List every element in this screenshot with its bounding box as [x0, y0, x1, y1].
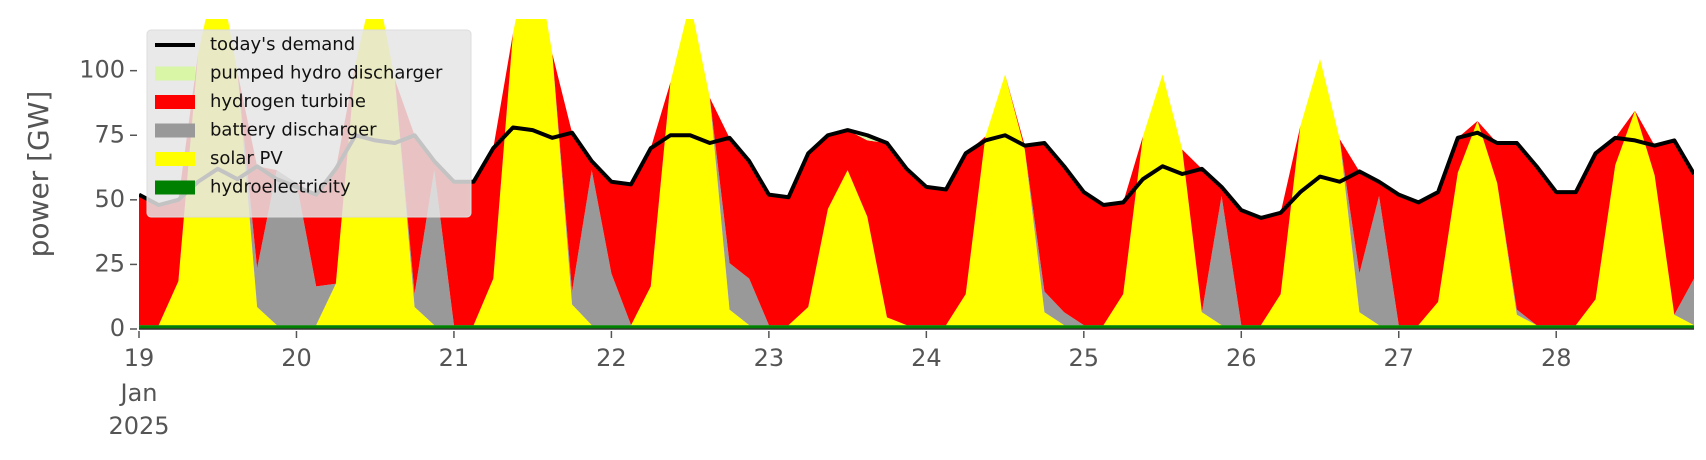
x-tick-label: 28: [1541, 344, 1572, 372]
legend-label: hydrogen turbine: [210, 91, 366, 112]
y-tick-label: 75: [94, 120, 125, 148]
x-tick-label: 20: [281, 344, 312, 372]
legend-label: pumped hydro discharger: [210, 63, 443, 84]
area-5: [139, 325, 1694, 329]
x-tick-label: 22: [596, 344, 627, 372]
legend-swatch: [155, 180, 195, 195]
y-tick-label: 25: [94, 249, 125, 277]
legend-box: [146, 29, 472, 218]
legend-swatch: [155, 95, 195, 109]
legend-swatch: [155, 123, 195, 138]
legend-label: hydroelectricity: [210, 177, 351, 198]
x-tick-label: 19: [124, 344, 155, 372]
x-tick-label: 24: [911, 344, 942, 372]
area-3: [139, 19, 1694, 326]
y-tick-label: 100: [79, 56, 125, 84]
legend-label: solar PV: [210, 148, 283, 169]
x-tick-label: 27: [1383, 344, 1414, 372]
y-tick-label: 0: [110, 314, 125, 342]
legend-label: battery discharger: [210, 120, 377, 141]
legend-swatch: [155, 66, 195, 81]
legend-swatch: [155, 152, 195, 166]
x-tick-label: 26: [1226, 344, 1257, 372]
area-2: [139, 19, 1694, 326]
x-tick-label: 25: [1069, 344, 1100, 372]
y-tick-label: 50: [94, 185, 125, 213]
area-4: [139, 19, 1694, 326]
x-tick-label: 21: [439, 344, 470, 372]
x-tick-label: 23: [754, 344, 785, 372]
x-date-label: 2025: [108, 412, 169, 440]
y-axis-label: power [GW]: [22, 91, 55, 258]
plot-area: [139, 19, 1694, 329]
legend-label: today's demand: [210, 34, 355, 55]
x-date-label: Jan: [119, 379, 158, 407]
